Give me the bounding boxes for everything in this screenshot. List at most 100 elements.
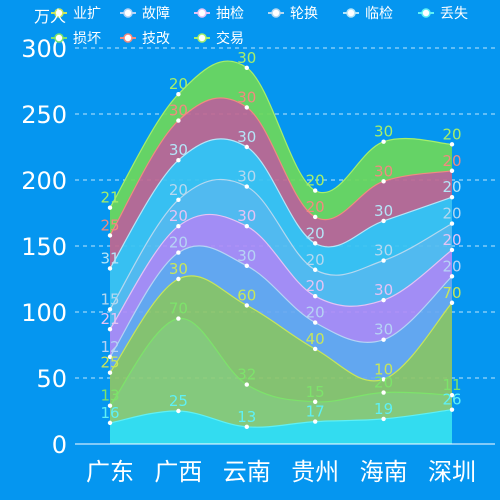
data-label: 25 (100, 216, 119, 234)
data-label: 20 (306, 277, 325, 295)
data-label: 20 (306, 224, 325, 242)
point-丢失[interactable] (176, 408, 181, 414)
point-抽检[interactable] (381, 297, 386, 303)
y-axis-unit: 万人 (34, 7, 66, 26)
data-label: 70 (442, 284, 461, 302)
point-故障[interactable] (449, 274, 455, 279)
point-损坏[interactable] (381, 390, 386, 395)
data-label: 13 (100, 387, 119, 405)
point-丢失[interactable] (107, 420, 113, 426)
point-轮换[interactable] (176, 197, 181, 202)
point-交易[interactable] (176, 92, 181, 97)
line-业扩 (109, 275, 453, 382)
legend-item-故障[interactable]: 故障 (120, 6, 170, 22)
data-label: 30 (237, 49, 256, 67)
point-轮换[interactable] (313, 267, 318, 272)
point-业扩[interactable] (107, 370, 113, 375)
data-label: 20 (442, 125, 461, 143)
legend-marker-icon (197, 8, 207, 18)
point-技改[interactable] (313, 214, 318, 220)
point-丢失[interactable] (244, 424, 249, 430)
legend-item-轮换[interactable]: 轮换 (268, 5, 318, 22)
point-临检[interactable] (449, 194, 455, 200)
data-label: 13 (237, 408, 256, 426)
point-业扩[interactable] (313, 346, 318, 352)
data-label: 20 (442, 257, 461, 275)
data-label: 20 (306, 172, 325, 190)
point-丢失[interactable] (313, 419, 318, 424)
data-label: 20 (169, 234, 188, 252)
point-故障[interactable] (107, 354, 113, 360)
point-临检[interactable] (381, 218, 386, 224)
point-业扩[interactable] (381, 377, 386, 382)
point-故障[interactable] (244, 263, 249, 268)
data-label: 19 (374, 400, 393, 418)
data-label: 20 (169, 207, 188, 225)
point-抽检[interactable] (176, 224, 181, 229)
point-技改[interactable] (107, 233, 113, 238)
data-label: 12 (100, 338, 119, 356)
legend-item-技改[interactable]: 技改 (120, 31, 170, 47)
legend-item-交易[interactable]: 交易 (194, 30, 244, 47)
legend-label: 故障 (142, 6, 170, 22)
point-交易[interactable] (107, 205, 113, 210)
data-label: 15 (100, 290, 119, 308)
legend-marker-icon (271, 8, 281, 18)
point-业扩[interactable] (449, 300, 455, 305)
legend-marker-icon (123, 33, 133, 43)
data-label: 60 (237, 286, 256, 304)
legend-label: 临检 (365, 6, 393, 22)
point-技改[interactable] (244, 105, 249, 110)
point-交易[interactable] (449, 142, 455, 147)
area-抽检 (110, 214, 452, 357)
line-抽检 (109, 213, 453, 330)
legend-item-丢失[interactable]: 丢失 (418, 6, 468, 22)
point-轮换[interactable] (381, 258, 386, 263)
point-临检[interactable] (107, 266, 113, 271)
point-损坏[interactable] (107, 403, 113, 408)
point-轮换[interactable] (449, 221, 455, 226)
legend-item-业扩[interactable]: 业扩 (51, 6, 101, 22)
point-故障[interactable] (313, 320, 318, 325)
x-tick-label: 云南 (223, 458, 271, 486)
data-label: 32 (237, 366, 256, 384)
point-业扩[interactable] (176, 276, 181, 282)
point-丢失[interactable] (449, 407, 455, 412)
point-损坏[interactable] (449, 392, 455, 398)
legend-item-临检[interactable]: 临检 (343, 6, 393, 22)
point-抽检[interactable] (313, 293, 318, 299)
point-故障[interactable] (381, 337, 386, 342)
legend-item-抽检[interactable]: 抽检 (194, 6, 244, 22)
legend-label: 抽检 (216, 6, 244, 22)
point-丢失[interactable] (381, 416, 386, 422)
point-技改[interactable] (381, 179, 386, 184)
point-抽检[interactable] (244, 224, 249, 229)
point-交易[interactable] (313, 188, 318, 193)
point-交易[interactable] (244, 65, 249, 71)
point-临检[interactable] (313, 241, 318, 246)
point-抽检[interactable] (449, 247, 455, 253)
point-损坏[interactable] (176, 316, 181, 321)
point-临检[interactable] (244, 144, 249, 150)
point-轮换[interactable] (244, 184, 249, 189)
data-label: 20 (442, 231, 461, 249)
point-抽检[interactable] (107, 326, 113, 332)
y-tick-label: 100 (21, 299, 67, 327)
data-label: 21 (100, 189, 119, 207)
point-业扩[interactable] (244, 303, 249, 308)
point-损坏[interactable] (244, 382, 249, 387)
point-技改[interactable] (176, 118, 181, 123)
data-label: 30 (374, 281, 393, 299)
data-label: 15 (306, 383, 325, 401)
y-tick-label: 250 (21, 101, 67, 129)
point-技改[interactable] (449, 168, 455, 173)
point-交易[interactable] (381, 139, 386, 144)
y-tick-label: 200 (21, 167, 67, 195)
data-label: 25 (169, 392, 188, 410)
point-故障[interactable] (176, 250, 181, 255)
point-损坏[interactable] (313, 399, 318, 404)
legend-item-损坏[interactable]: 损坏 (51, 31, 101, 47)
point-临检[interactable] (176, 158, 181, 163)
point-轮换[interactable] (107, 307, 113, 312)
